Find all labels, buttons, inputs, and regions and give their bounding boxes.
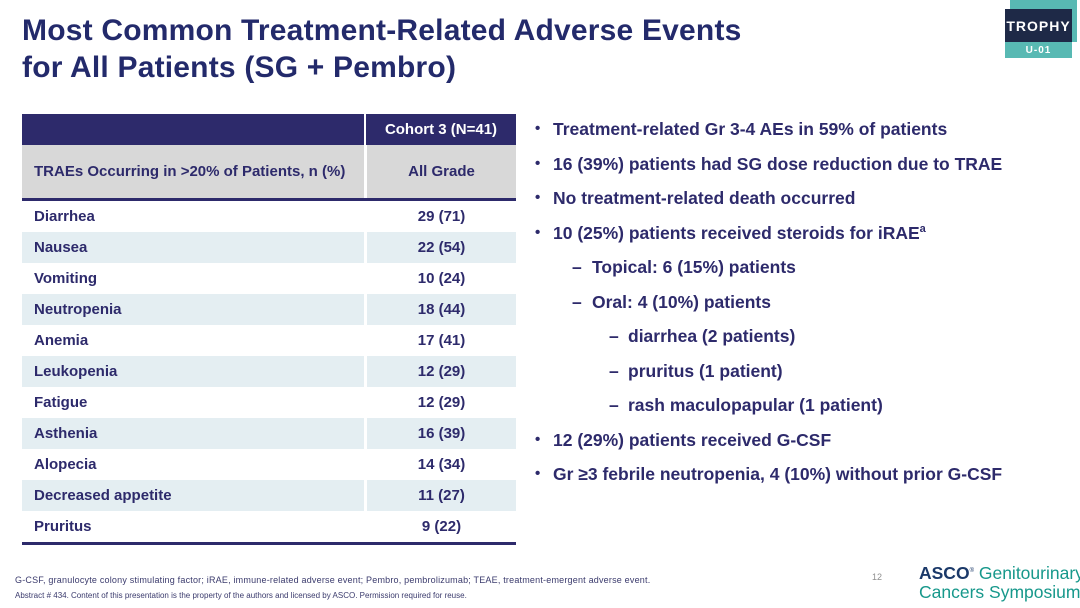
subheader-grade-cell: All Grade xyxy=(364,145,516,198)
list-item-text: pruritus (1 patient) xyxy=(628,360,783,381)
trae-label: Neutropenia xyxy=(34,301,122,318)
list-item: • No treatment-related death occurred xyxy=(535,186,1077,210)
trae-value: 29 (71) xyxy=(364,201,516,232)
trae-value: 17 (41) xyxy=(364,325,516,356)
footer-license: Abstract # 434. Content of this presenta… xyxy=(15,591,467,600)
asco-logo-line1: ASCO® Genitourinary xyxy=(919,562,1080,583)
trae-value: 12 (29) xyxy=(364,356,516,387)
list-item: • 10 (25%) patients received steroids fo… xyxy=(535,221,1077,245)
list-item-text: No treatment-related death occurred xyxy=(553,188,856,208)
list-item-text: 16 (39%) patients had SG dose reduction … xyxy=(553,153,1003,174)
trae-value: 9 (22) xyxy=(364,511,516,542)
dash-marker: – xyxy=(609,395,619,415)
list-item-text: 10 (25%) patients received steroids for … xyxy=(553,222,926,243)
list-item-text: Oral: 4 (10%) patients xyxy=(592,291,771,312)
trae-label: Vomiting xyxy=(34,270,98,287)
trae-value: 11 (27) xyxy=(364,480,516,511)
list-item-text: diarrhea (2 patients) xyxy=(628,326,796,346)
bullet-marker: • xyxy=(535,465,541,482)
list-item: – rash maculopapular (1 patient) xyxy=(535,393,1077,417)
page-title-line2: for All Patients (SG + Pembro) xyxy=(22,51,457,84)
bullet-marker: • xyxy=(535,189,541,206)
trae-label: Leukopenia xyxy=(34,363,118,380)
list-item-text: rash maculopapular (1 patient) xyxy=(628,395,883,415)
registered-mark: ® xyxy=(969,568,974,574)
header-empty-cell xyxy=(22,114,364,145)
page-number: 12 xyxy=(872,572,883,582)
trophy-logo-name: TROPHY xyxy=(1005,9,1072,42)
trae-label: Diarrhea xyxy=(34,208,95,225)
table-row: Vomiting 10 (24) xyxy=(22,263,516,294)
trophy-logo: TROPHY U-01 xyxy=(1005,0,1080,60)
bullet-marker: • xyxy=(535,430,541,448)
trae-value: 18 (44) xyxy=(364,294,516,325)
table-header-row: Cohort 3 (N=41) xyxy=(22,114,516,145)
asco-genitourinary-label: Genitourinary xyxy=(978,562,1080,583)
bullet-marker: • xyxy=(535,120,541,137)
list-item: • Treatment-related Gr 3-4 AEs in 59% of… xyxy=(535,117,1077,141)
list-item-text: Treatment-related Gr 3-4 AEs in 59% of p… xyxy=(553,119,948,139)
table-row: Asthenia 16 (39) xyxy=(22,418,516,449)
list-item: • 16 (39%) patients had SG dose reductio… xyxy=(535,152,1077,176)
subheader-traes-cell: TRAEs Occurring in >20% of Patients, n (… xyxy=(34,163,346,180)
footnote-marker: a xyxy=(919,222,926,235)
list-item: – diarrhea (2 patients) xyxy=(535,324,1077,348)
table-row: Diarrhea 29 (71) xyxy=(22,201,516,232)
dash-marker: – xyxy=(609,360,619,381)
header-cohort-cell: Cohort 3 (N=41) xyxy=(364,114,516,145)
trae-label: Anemia xyxy=(34,332,89,349)
page-title: Most Common Treatment-Related Adverse Ev… xyxy=(22,12,742,86)
trae-value: 10 (24) xyxy=(364,263,516,294)
trophy-logo-sub: U-01 xyxy=(1005,42,1072,58)
trae-value: 22 (54) xyxy=(364,232,516,263)
dash-marker: – xyxy=(609,326,619,346)
trae-label: Alopecia xyxy=(34,456,97,473)
asco-wordmark: ASCO xyxy=(919,562,970,583)
table-row: Alopecia 14 (34) xyxy=(22,449,516,480)
list-item-text: Gr ≥3 febrile neutropenia, 4 (10%) witho… xyxy=(553,464,1003,484)
table-row: Anemia 17 (41) xyxy=(22,325,516,356)
list-item: • Gr ≥3 febrile neutropenia, 4 (10%) wit… xyxy=(535,462,1077,486)
footer-abbreviations: G-CSF, granulocyte colony stimulating fa… xyxy=(15,575,651,585)
dash-marker: – xyxy=(572,291,582,312)
key-findings-list: • Treatment-related Gr 3-4 AEs in 59% of… xyxy=(535,117,1077,497)
list-item-text: Topical: 6 (15%) patients xyxy=(592,257,796,277)
table-row: Decreased appetite 11 (27) xyxy=(22,480,516,511)
trae-value: 12 (29) xyxy=(364,387,516,418)
list-item: – Topical: 6 (15%) patients xyxy=(535,255,1077,279)
table-row: Fatigue 12 (29) xyxy=(22,387,516,418)
table-subheader-row: TRAEs Occurring in >20% of Patients, n (… xyxy=(22,145,516,201)
list-item: – Oral: 4 (10%) patients xyxy=(535,290,1077,314)
table-row: Pruritus 9 (22) xyxy=(22,511,516,542)
list-item-text: 12 (29%) patients received G-CSF xyxy=(553,429,832,450)
asco-gu-logo: ASCO® Genitourinary Cancers Symposium xyxy=(919,562,1080,602)
table-row: Nausea 22 (54) xyxy=(22,232,516,263)
table-row: Leukopenia 12 (29) xyxy=(22,356,516,387)
trae-label: Fatigue xyxy=(34,394,88,411)
trae-label: Pruritus xyxy=(34,518,92,535)
page-title-line1: Most Common Treatment-Related Adverse Ev… xyxy=(22,14,742,47)
dash-marker: – xyxy=(572,257,582,277)
trae-value: 16 (39) xyxy=(364,418,516,449)
trae-label: Asthenia xyxy=(34,425,98,442)
trae-value: 14 (34) xyxy=(364,449,516,480)
bullet-marker: • xyxy=(535,154,541,172)
asco-logo-line2: Cancers Symposium xyxy=(919,581,1080,602)
trae-label: Nausea xyxy=(34,239,88,256)
trae-label: Decreased appetite xyxy=(34,487,172,504)
list-item: – pruritus (1 patient) xyxy=(535,359,1077,383)
list-item: • 12 (29%) patients received G-CSF xyxy=(535,428,1077,452)
bullet-marker: • xyxy=(535,223,541,241)
adverse-events-table: Cohort 3 (N=41) TRAEs Occurring in >20% … xyxy=(22,114,516,545)
table-row: Neutropenia 18 (44) xyxy=(22,294,516,325)
